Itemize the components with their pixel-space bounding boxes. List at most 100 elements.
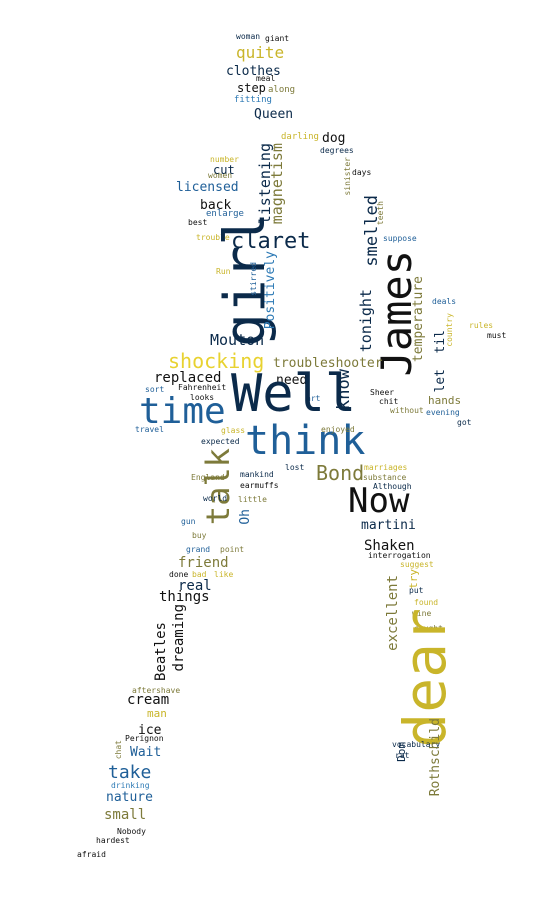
cloud-word-hardest: hardest <box>96 836 130 845</box>
cloud-word-best: best <box>188 218 208 227</box>
cloud-word-lost: lost <box>285 463 305 472</box>
cloud-word-tonight: tonight <box>357 289 375 353</box>
cloud-word-stirred: stirred <box>249 262 258 296</box>
cloud-word-little: little <box>238 495 267 504</box>
cloud-word-expected: expected <box>201 437 240 446</box>
cloud-word-shaken: Shaken <box>364 538 415 554</box>
cloud-word-martini: martini <box>361 518 416 533</box>
cloud-word-oh: Oh <box>238 509 253 525</box>
cloud-word-fitting: fitting <box>234 95 272 105</box>
cloud-word-talk: talk <box>199 448 237 526</box>
cloud-word-number: number <box>210 155 239 164</box>
cloud-word-man: man <box>147 707 167 720</box>
cloud-word-need: need <box>276 373 308 388</box>
cloud-word-grand: grand <box>186 545 211 554</box>
cloud-word-bad: bad <box>192 570 207 579</box>
cloud-word-substance: substance <box>363 473 407 482</box>
cloud-word-hands: hands <box>428 394 462 407</box>
cloud-word-clothes: clothes <box>226 64 281 79</box>
cloud-word-cut: cut <box>213 163 235 177</box>
cloud-word-along: along <box>268 85 296 95</box>
cloud-word-nature: nature <box>106 790 153 805</box>
cloud-word-without: without <box>390 406 424 415</box>
cloud-word-put: put <box>409 586 424 595</box>
cloud-word-trouble: trouble <box>196 233 230 242</box>
cloud-word-enjoyed: enjoyed <box>321 425 355 434</box>
cloud-word-claret: claret <box>231 229 311 254</box>
cloud-word-run: Run <box>216 267 231 276</box>
cloud-word-vocabulary: vocabulary <box>392 740 441 749</box>
cloud-word-suggest: suggest <box>400 560 434 569</box>
cloud-word-now: Now <box>348 481 410 521</box>
cloud-word-darling: darling <box>281 132 319 142</box>
cloud-word-time: time <box>139 391 226 432</box>
cloud-word-got: got <box>457 418 472 427</box>
cloud-word-temperature: temperature <box>411 276 426 363</box>
cloud-word-art: art <box>306 394 321 403</box>
cloud-word-sort: sort <box>145 385 165 394</box>
cloud-word-let: let <box>433 369 448 393</box>
cloud-word-small: small <box>104 807 147 823</box>
cloud-word-gun: gun <box>181 517 196 526</box>
cloud-word-point: point <box>220 545 245 554</box>
cloud-word-women: women <box>208 171 233 180</box>
cloud-word-mankind: mankind <box>240 470 274 479</box>
cloud-word-enlarge: enlarge <box>206 209 244 219</box>
cloud-word-ice: ice <box>138 723 162 738</box>
cloud-word-aftershave: aftershave <box>132 686 181 695</box>
cloud-word-chat: chat <box>114 740 123 760</box>
cloud-word-days: days <box>352 168 372 177</box>
cloud-word-found: found <box>414 598 439 607</box>
cloud-word-travel: travel <box>135 425 164 434</box>
cloud-word-sinister: sinister <box>343 157 352 196</box>
cloud-word-quite: quite <box>236 43 285 62</box>
cloud-word-must: must <box>487 331 507 340</box>
cloud-word-mouton: Mouton <box>210 331 265 349</box>
cloud-word-caught: caught <box>414 624 443 633</box>
cloud-word-queen: Queen <box>254 107 294 122</box>
cloud-word-replaced: replaced <box>154 370 222 386</box>
cloud-word-degrees: degrees <box>320 146 354 155</box>
cloud-word-drinking: drinking <box>111 781 150 790</box>
cloud-word-real: real <box>178 578 212 594</box>
cloud-word-troubleshooter: troubleshooter <box>273 356 383 371</box>
cloud-word-step: step <box>237 81 266 95</box>
cloud-word-cream: cream <box>127 692 170 708</box>
cloud-word-although: Although <box>373 482 412 491</box>
cloud-word-wine: wine <box>412 609 432 618</box>
cloud-word-back: back <box>200 198 232 213</box>
cloud-word-friend: friend <box>178 555 229 571</box>
cloud-word-afraid: afraid <box>77 850 106 859</box>
cloud-word-things: things <box>159 589 210 605</box>
cloud-word-sheer: Sheer <box>370 388 395 397</box>
cloud-word-buy: buy <box>192 531 207 540</box>
cloud-word-rules: rules <box>469 321 494 330</box>
cloud-word-earmuffs: earmuffs <box>240 481 279 490</box>
cloud-word-shocking: shocking <box>168 349 265 373</box>
cloud-word-glass: glass <box>221 426 246 435</box>
cloud-word-wait: Wait <box>130 745 162 760</box>
cloud-word-evening: evening <box>426 408 460 417</box>
cloud-word-interrogation: interrogation <box>368 551 431 560</box>
cloud-word-england: England <box>191 473 225 482</box>
cloud-word-beatles: Beatles <box>153 622 169 682</box>
cloud-word-perignon: Perignon <box>125 734 164 743</box>
cloud-word-deals: deals <box>432 297 457 306</box>
cloud-word-think: think <box>245 418 366 464</box>
cloud-word-done: done <box>169 570 189 579</box>
cloud-word-suppose: suppose <box>383 234 417 243</box>
cloud-word-bond: Bond <box>316 461 365 485</box>
cloud-word-take: take <box>108 762 152 783</box>
cloud-word-meal: meal <box>256 74 276 83</box>
cloud-word-licensed: licensed <box>176 180 239 195</box>
cloud-word-world: world <box>203 494 228 503</box>
cloud-word-looks: looks <box>190 393 215 402</box>
cloud-word-marriages: marriages <box>364 463 408 472</box>
cloud-word-woman: woman <box>236 32 261 41</box>
cloud-word-nobody: Nobody <box>117 827 146 836</box>
cloud-word-country: country <box>445 313 454 347</box>
cloud-word-positively: Positively <box>263 251 278 330</box>
cloud-word-giant: giant <box>265 34 290 43</box>
cloud-word-dreaming: dreaming <box>171 604 187 672</box>
